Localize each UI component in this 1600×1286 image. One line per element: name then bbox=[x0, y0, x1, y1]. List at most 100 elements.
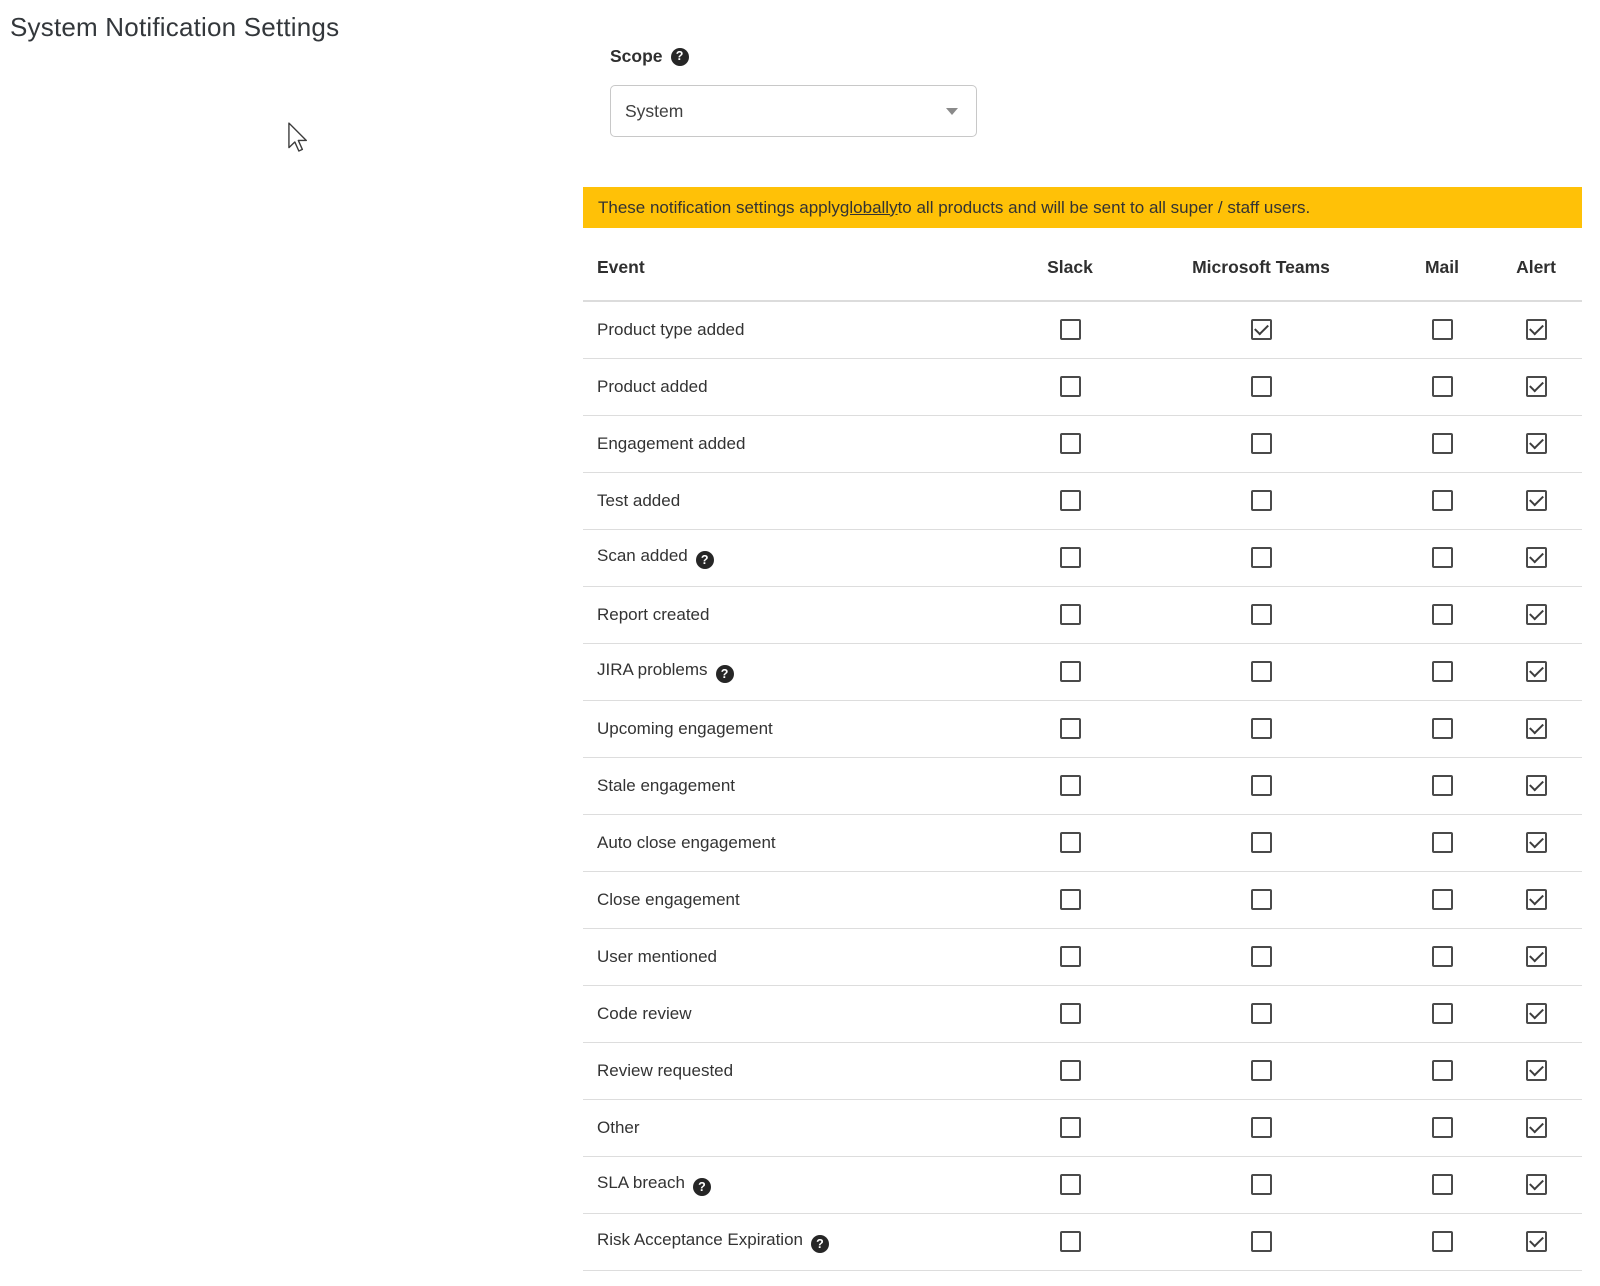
mail-checkbox[interactable] bbox=[1431, 319, 1453, 341]
table-row: JIRA problems? bbox=[583, 643, 1582, 701]
slack-checkbox[interactable] bbox=[1059, 832, 1081, 853]
mail-checkbox[interactable] bbox=[1431, 889, 1453, 910]
table-row: Scan added? bbox=[583, 529, 1582, 587]
slack-checkbox[interactable] bbox=[1059, 1231, 1081, 1252]
slack-checkbox[interactable] bbox=[1059, 1174, 1081, 1195]
msteams-checkbox[interactable] bbox=[1250, 718, 1272, 739]
slack-checkbox[interactable] bbox=[1059, 376, 1081, 397]
slack-checkbox[interactable] bbox=[1059, 604, 1081, 625]
alert-checkbox[interactable] bbox=[1525, 946, 1547, 967]
mail-checkbox[interactable] bbox=[1431, 1060, 1453, 1081]
chevron-down-icon bbox=[946, 107, 958, 115]
msteams-checkbox[interactable] bbox=[1250, 832, 1272, 853]
alert-checkbox[interactable] bbox=[1525, 490, 1547, 511]
alert-checkbox[interactable] bbox=[1525, 775, 1547, 796]
table-row: Engagement added bbox=[583, 415, 1582, 473]
msteams-checkbox[interactable] bbox=[1250, 661, 1272, 682]
msteams-checkbox[interactable] bbox=[1250, 1117, 1272, 1138]
mail-checkbox[interactable] bbox=[1431, 946, 1453, 967]
alert-checkbox[interactable] bbox=[1525, 1003, 1547, 1024]
alert-checkbox[interactable] bbox=[1525, 376, 1547, 397]
slack-checkbox[interactable] bbox=[1059, 433, 1081, 454]
event-label: SLA breach bbox=[597, 1172, 685, 1192]
slack-checkbox[interactable] bbox=[1059, 1003, 1081, 1024]
mail-checkbox[interactable] bbox=[1431, 832, 1453, 853]
event-label: Code review bbox=[597, 1003, 692, 1023]
alert-checkbox[interactable] bbox=[1525, 1117, 1547, 1138]
event-label: Test added bbox=[597, 490, 681, 510]
msteams-checkbox[interactable] bbox=[1250, 319, 1272, 341]
event-label: Product added bbox=[597, 376, 708, 396]
table-row: Close engagement bbox=[583, 871, 1582, 929]
mail-checkbox[interactable] bbox=[1431, 547, 1453, 568]
mail-checkbox[interactable] bbox=[1431, 661, 1453, 682]
alert-checkbox[interactable] bbox=[1525, 889, 1547, 910]
event-help-icon[interactable]: ? bbox=[695, 551, 714, 570]
slack-checkbox[interactable] bbox=[1059, 1117, 1081, 1138]
msteams-checkbox[interactable] bbox=[1250, 1231, 1272, 1252]
event-label: Review requested bbox=[597, 1060, 734, 1080]
alert-checkbox[interactable] bbox=[1525, 604, 1547, 625]
msteams-checkbox[interactable] bbox=[1250, 490, 1272, 511]
slack-checkbox[interactable] bbox=[1059, 718, 1081, 739]
msteams-checkbox[interactable] bbox=[1250, 946, 1272, 967]
mail-checkbox[interactable] bbox=[1431, 775, 1453, 796]
mail-checkbox[interactable] bbox=[1431, 1174, 1453, 1195]
mail-checkbox[interactable] bbox=[1431, 433, 1453, 454]
mail-checkbox[interactable] bbox=[1431, 1003, 1453, 1024]
alert-checkbox[interactable] bbox=[1525, 1174, 1547, 1195]
slack-checkbox[interactable] bbox=[1059, 490, 1081, 511]
event-label: Other bbox=[597, 1117, 640, 1137]
msteams-checkbox[interactable] bbox=[1250, 547, 1272, 568]
event-help-icon[interactable]: ? bbox=[715, 665, 734, 684]
msteams-checkbox[interactable] bbox=[1250, 433, 1272, 454]
event-help-icon[interactable]: ? bbox=[692, 1178, 711, 1197]
slack-checkbox[interactable] bbox=[1059, 889, 1081, 910]
table-header-row: Event Slack Microsoft Teams Mail Alert bbox=[583, 228, 1582, 302]
mail-checkbox[interactable] bbox=[1431, 376, 1453, 397]
msteams-checkbox[interactable] bbox=[1250, 376, 1272, 397]
global-scope-warning-banner: These notification settings apply global… bbox=[583, 187, 1582, 228]
column-header-mail: Mail bbox=[1394, 228, 1490, 302]
alert-checkbox[interactable] bbox=[1525, 319, 1547, 341]
notification-table-body: Product type added Product added Engagem… bbox=[583, 301, 1582, 1271]
slack-checkbox[interactable] bbox=[1059, 775, 1081, 796]
alert-checkbox[interactable] bbox=[1525, 433, 1547, 454]
event-help-icon[interactable]: ? bbox=[811, 1235, 829, 1254]
scope-select[interactable]: System bbox=[610, 85, 977, 137]
table-row: Stale engagement bbox=[583, 757, 1582, 815]
scope-help-icon[interactable]: ? bbox=[670, 47, 689, 66]
msteams-checkbox[interactable] bbox=[1250, 1174, 1272, 1195]
slack-checkbox[interactable] bbox=[1059, 547, 1081, 568]
column-header-event: Event bbox=[583, 228, 1012, 302]
mail-checkbox[interactable] bbox=[1431, 490, 1453, 511]
banner-text-before: These notification settings apply bbox=[598, 197, 840, 217]
mail-checkbox[interactable] bbox=[1431, 1117, 1453, 1138]
mail-checkbox[interactable] bbox=[1431, 718, 1453, 739]
msteams-checkbox[interactable] bbox=[1250, 604, 1272, 625]
mail-checkbox[interactable] bbox=[1431, 604, 1453, 625]
alert-checkbox[interactable] bbox=[1525, 547, 1547, 568]
slack-checkbox[interactable] bbox=[1059, 661, 1081, 682]
table-row: Risk Acceptance Expiration? bbox=[583, 1213, 1582, 1271]
slack-checkbox[interactable] bbox=[1059, 1060, 1081, 1081]
table-row: Product added bbox=[583, 358, 1582, 416]
alert-checkbox[interactable] bbox=[1525, 1060, 1547, 1081]
alert-checkbox[interactable] bbox=[1525, 718, 1547, 739]
msteams-checkbox[interactable] bbox=[1250, 775, 1272, 796]
slack-checkbox[interactable] bbox=[1059, 946, 1081, 967]
msteams-checkbox[interactable] bbox=[1250, 889, 1272, 910]
msteams-checkbox[interactable] bbox=[1250, 1060, 1272, 1081]
scope-field-label-row: Scope ? bbox=[610, 46, 689, 67]
msteams-checkbox[interactable] bbox=[1250, 1003, 1272, 1024]
table-row: Test added bbox=[583, 472, 1582, 530]
alert-checkbox[interactable] bbox=[1525, 1231, 1547, 1252]
banner-text-after: to all products and will be sent to all … bbox=[897, 197, 1311, 217]
alert-checkbox[interactable] bbox=[1525, 661, 1547, 682]
event-label: Scan added bbox=[597, 545, 688, 565]
slack-checkbox[interactable] bbox=[1059, 319, 1081, 341]
alert-checkbox[interactable] bbox=[1525, 832, 1547, 853]
mail-checkbox[interactable] bbox=[1431, 1231, 1453, 1252]
event-label: Report created bbox=[597, 604, 710, 624]
table-row: Review requested bbox=[583, 1042, 1582, 1100]
